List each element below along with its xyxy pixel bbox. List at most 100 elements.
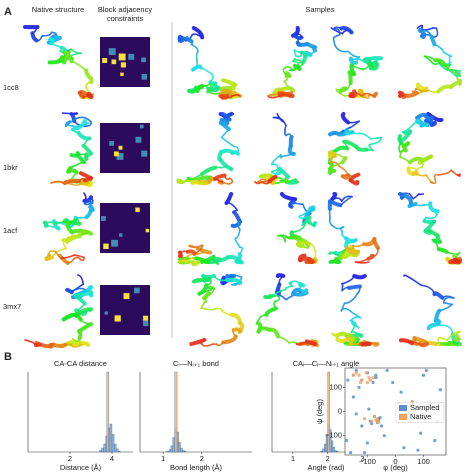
histogram-bar <box>168 449 172 453</box>
matrix-block <box>118 145 123 150</box>
scatter-point <box>433 438 437 443</box>
ribbon-segment <box>48 250 57 256</box>
scatter-point <box>367 376 371 380</box>
legend-label: Sampled <box>410 403 440 412</box>
protein-structure <box>398 192 462 266</box>
x-tick-label: 0 <box>393 457 397 466</box>
ribbon-segment <box>199 66 213 76</box>
ribbon-segment <box>418 161 424 168</box>
ribbon-segment <box>332 36 336 47</box>
ribbon-segment <box>441 324 454 336</box>
ribbon-segment <box>453 333 461 342</box>
histogram-bar <box>118 451 121 453</box>
histogram-bar <box>180 447 183 453</box>
ribbon-segment <box>339 195 353 207</box>
ribbon-segment <box>284 71 292 78</box>
ribbon-segment <box>446 330 461 342</box>
ribbon-segment <box>77 90 86 99</box>
histogram-bar <box>327 371 330 453</box>
ribbon-segment <box>220 111 232 122</box>
ribbon-segment <box>200 301 206 309</box>
ribbon-segment <box>400 193 413 206</box>
ribbon-segment <box>437 336 442 345</box>
ribbon-segment <box>270 153 282 166</box>
ribbon-segment <box>287 144 296 156</box>
ribbon-segment <box>304 339 317 346</box>
ribbon-segment <box>350 322 357 333</box>
ribbon-segment <box>194 175 213 182</box>
matrix-block <box>143 315 149 321</box>
matrix-block <box>135 136 142 143</box>
ribbon-segment <box>343 292 359 305</box>
scatter-point <box>358 380 363 385</box>
ribbon-segment <box>66 182 83 186</box>
ribbon-segment <box>297 240 311 246</box>
protein-structure <box>176 111 240 186</box>
ribbon-segment <box>74 313 83 322</box>
ribbon-segment <box>190 43 199 54</box>
scatter-point <box>419 431 423 435</box>
ribbon-segment <box>340 307 352 312</box>
ribbon-segment <box>414 203 426 207</box>
y-axis-label: ψ (deg) <box>315 399 324 424</box>
ribbon-segment <box>45 221 56 227</box>
scatter-point <box>391 380 395 385</box>
scatter-point <box>371 380 375 385</box>
ribbon-segment <box>445 251 461 255</box>
ribbon-segment <box>434 210 439 216</box>
chart-title: CAᵢ—Cᵢ—Nᵢ₊₁ angle <box>293 359 360 368</box>
ribbon-segment <box>216 307 224 312</box>
scatter-point <box>349 450 353 455</box>
ribbon-segment <box>215 341 225 347</box>
scatter-point <box>370 421 374 426</box>
histogram-bar <box>172 437 175 453</box>
scatter-point <box>351 395 356 399</box>
ribbon-segment <box>354 257 370 263</box>
ribbon-segment <box>267 95 281 99</box>
ribbon-segment <box>234 237 241 249</box>
ribbon-segment <box>288 200 296 209</box>
ribbon-segment <box>73 256 82 261</box>
ribbon-segment <box>267 327 280 339</box>
y-tick-label: 100 <box>329 382 342 391</box>
scatter-point <box>378 415 382 420</box>
histogram-bar <box>166 451 170 453</box>
ribbon-segment <box>339 26 354 35</box>
ribbon-segment <box>190 64 203 72</box>
matrix-block <box>143 320 149 327</box>
ribbon-segment <box>444 65 459 76</box>
histogram-bar <box>336 451 339 453</box>
ribbon-segment <box>352 274 367 280</box>
ribbon-segment <box>62 239 67 250</box>
ribbon-segment <box>264 306 278 317</box>
ribbon-segment <box>420 284 436 295</box>
ribbon-segment <box>65 120 71 126</box>
scatter-point <box>379 424 384 428</box>
ribbon-segment <box>437 169 452 176</box>
scatter-point <box>357 373 361 377</box>
ribbon-segment <box>76 130 92 141</box>
ribbon-segment <box>235 228 241 239</box>
ribbon-segment <box>190 260 201 267</box>
ribbon-segment <box>442 296 455 304</box>
ribbon-segment <box>397 133 404 145</box>
ribbon-segment <box>297 63 301 71</box>
scatter-point <box>354 368 358 373</box>
matrix-block <box>104 311 108 315</box>
ribbon-segment <box>85 81 92 89</box>
ribbon-segment <box>78 171 93 181</box>
scatter-point <box>371 376 375 380</box>
ribbon-segment <box>311 44 317 53</box>
histogram-bar <box>170 445 173 453</box>
ribbon-segment <box>201 83 212 87</box>
x-tick-label: 4 <box>110 454 114 463</box>
scatter-point <box>424 368 428 373</box>
ribbon-segment <box>213 173 227 181</box>
ribbon-segment <box>433 27 439 38</box>
ribbon-segment <box>328 217 334 227</box>
row-label: 1acf <box>3 226 18 235</box>
ribbon-segment <box>207 90 221 95</box>
matrix-block <box>120 62 126 68</box>
ribbon-segment <box>433 173 440 181</box>
scatter-point <box>344 438 349 443</box>
